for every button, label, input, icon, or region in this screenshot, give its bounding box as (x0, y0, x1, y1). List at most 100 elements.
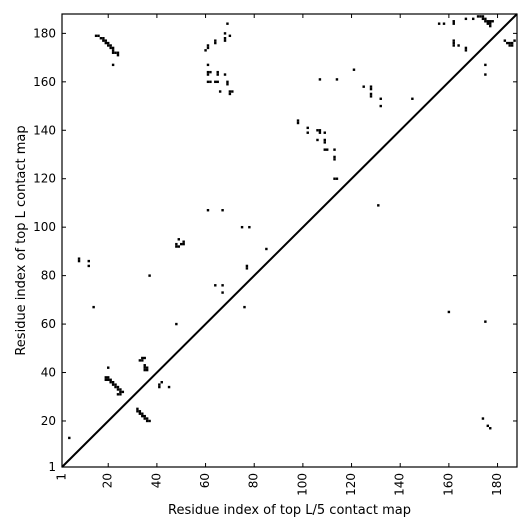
contact-point-upper (437, 22, 441, 25)
contact-point-lower (145, 419, 149, 423)
contact-point-lower (77, 257, 81, 260)
contact-point-upper (464, 46, 468, 50)
x-tick-label: 100 (295, 473, 309, 496)
contact-point-upper (114, 51, 117, 54)
contact-point-lower (175, 245, 178, 248)
contact-point-upper (226, 80, 229, 84)
contact-point-lower (481, 417, 485, 420)
contact-point-upper (452, 20, 455, 23)
contact-point-upper (316, 129, 319, 132)
contact-point-upper (506, 41, 509, 45)
contact-point-upper (510, 41, 514, 45)
contact-point-upper (484, 63, 487, 67)
contact-point-upper (102, 37, 105, 40)
contact-point-upper (318, 78, 322, 81)
y-tick-label: 1 (48, 460, 56, 474)
contact-point-lower (87, 264, 90, 268)
contact-point-upper (316, 138, 319, 142)
contact-point-upper (481, 15, 485, 18)
contact-point-upper (216, 70, 219, 74)
contact-point-upper (411, 97, 414, 100)
contact-point-upper (379, 104, 382, 108)
contact-point-upper (335, 177, 339, 180)
contact-point-lower (116, 388, 120, 391)
x-tick-label: 80 (247, 473, 261, 488)
contact-point-upper (111, 46, 115, 50)
contact-point-upper (491, 20, 494, 23)
contact-point-upper (352, 68, 356, 71)
contact-point-upper (379, 97, 382, 100)
contact-point-upper (484, 73, 487, 76)
contact-point-lower (114, 383, 117, 386)
contact-point-lower (116, 393, 120, 396)
contact-point-upper (216, 80, 219, 84)
contact-point-upper (243, 305, 246, 309)
contact-point-upper (231, 90, 234, 93)
y-tick-label: 100 (33, 220, 56, 234)
x-tick-label: 60 (198, 473, 212, 488)
contact-point-upper (102, 39, 105, 42)
contact-point-upper (452, 39, 455, 42)
contact-point-lower (92, 305, 95, 309)
contact-point-upper (333, 158, 336, 161)
contact-point-upper (486, 20, 490, 23)
contact-point-upper (99, 37, 103, 40)
contact-point-upper (204, 49, 207, 52)
contact-point-lower (221, 291, 224, 294)
contact-point-upper (214, 41, 217, 45)
contact-point-lower (119, 388, 122, 391)
contact-point-lower (447, 310, 451, 314)
y-axis-label: Residue index of top L contact map (14, 125, 29, 355)
contact-point-lower (107, 378, 110, 381)
contact-point-upper (109, 46, 112, 50)
contact-point-upper (306, 126, 309, 130)
contact-point-upper (333, 177, 336, 180)
contact-point-upper (510, 44, 514, 47)
contact-point-upper (206, 209, 210, 212)
contact-point-upper (296, 119, 300, 122)
contact-point-upper (216, 73, 219, 76)
contact-point-upper (508, 44, 511, 47)
contact-point-upper (333, 155, 336, 159)
contact-point-lower (145, 366, 149, 369)
contact-point-upper (323, 148, 326, 151)
y-tick-label: 120 (33, 172, 56, 186)
contact-point-upper (206, 70, 210, 74)
y-tick-label: 60 (41, 317, 56, 331)
contact-point-lower (175, 242, 178, 246)
contact-point-lower (109, 378, 112, 381)
contact-point-lower (68, 436, 71, 440)
contact-point-upper (479, 15, 482, 18)
contact-point-lower (138, 410, 142, 413)
contact-point-lower (177, 245, 180, 248)
y-tick-label: 180 (33, 26, 56, 40)
plot-frame (61, 13, 518, 468)
contact-point-upper (452, 44, 455, 47)
contact-point-lower (87, 259, 90, 263)
x-tick-label: 120 (344, 473, 358, 496)
contact-point-upper (369, 85, 373, 88)
contact-point-lower (160, 381, 163, 384)
contact-point-lower (141, 414, 144, 418)
contact-point-upper (223, 37, 227, 40)
contact-point-lower (119, 390, 122, 394)
contact-point-upper (209, 70, 212, 74)
x-tick-label: 1 (55, 473, 69, 481)
contact-point-upper (489, 24, 492, 28)
contact-point-upper (223, 39, 227, 42)
contact-point-upper (489, 20, 492, 23)
contact-point-lower (138, 412, 142, 415)
contact-point-upper (206, 63, 210, 67)
contact-point-lower (107, 376, 110, 379)
contact-point-upper (476, 15, 480, 18)
contact-point-upper (452, 41, 455, 45)
contact-point-upper (116, 51, 120, 54)
contact-point-lower (158, 385, 161, 389)
contact-point-upper (306, 131, 309, 134)
contact-point-lower (484, 320, 487, 323)
contact-point-upper (248, 225, 251, 229)
contact-point-upper (326, 148, 329, 151)
diagonal-line (61, 13, 518, 468)
contact-point-lower (486, 424, 490, 428)
contact-point-upper (323, 131, 326, 134)
